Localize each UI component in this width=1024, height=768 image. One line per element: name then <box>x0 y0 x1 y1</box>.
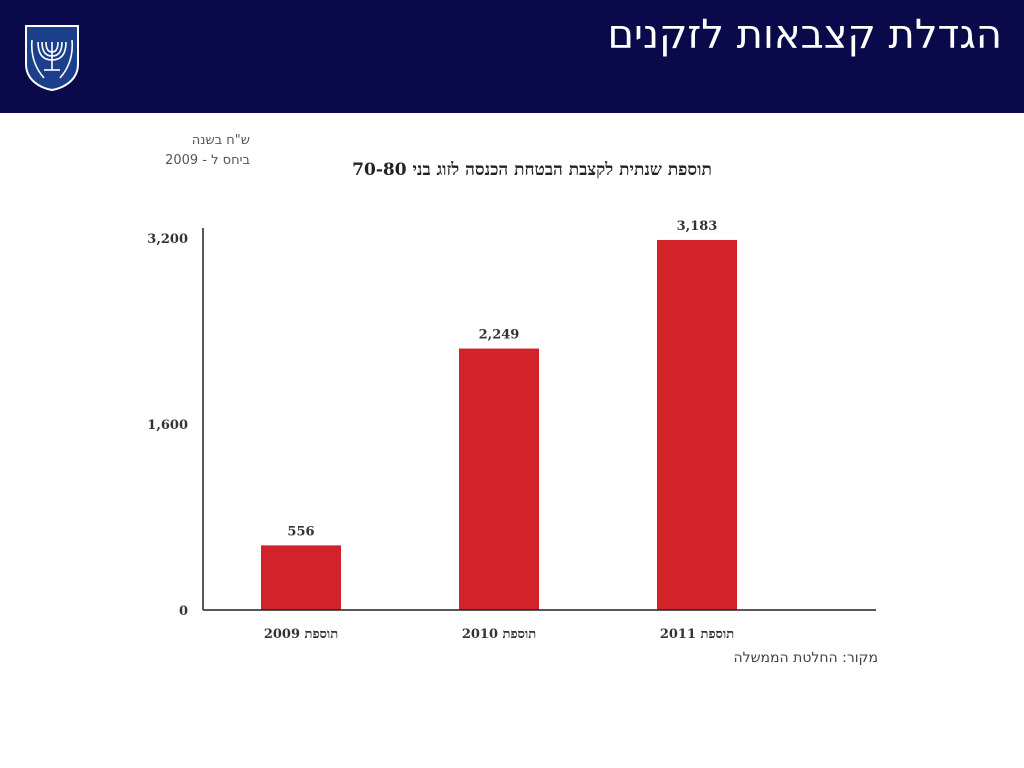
y-axis-unit-text: ש"ח בשנה ביחס ל - 2009 <box>165 133 250 168</box>
source-label: מקור: החלטת הממשלה <box>733 650 879 666</box>
bar-value-label: 556 <box>287 524 314 539</box>
y-tick-label: 0 <box>179 604 188 619</box>
category-label: תוספת 2010 <box>462 627 536 642</box>
bars <box>261 239 737 610</box>
state-emblem-icon <box>25 25 79 92</box>
bar <box>459 348 539 610</box>
y-tick-label: 1,600 <box>147 418 188 433</box>
data-labels: 556 2,249 3,183 <box>287 219 717 539</box>
y-axis-unit-label: ש"ח בשנה ביחס ל - 2009 <box>138 131 250 171</box>
category-label: תוספת 2009 <box>264 627 338 642</box>
bar-value-label: 2,249 <box>479 328 520 343</box>
y-axis-ticks: 0 1,600 3,200 <box>147 232 188 619</box>
slide-title: הגדלת קצבאות לזקנים <box>607 12 1002 58</box>
bar <box>657 239 737 610</box>
category-label: תוספת 2011 <box>660 627 734 642</box>
category-labels: תוספת 2009 תוספת 2010 תוספת 2011 <box>264 627 734 642</box>
bar <box>261 545 341 610</box>
bar-value-label: 3,183 <box>677 219 718 234</box>
chart-title: תוספת שנתית לקצבת הבטחת הכנסה לזוג בני 7… <box>352 160 712 180</box>
slide-header: הגדלת קצבאות לזקנים <box>0 0 1024 113</box>
y-tick-label: 3,200 <box>147 232 188 247</box>
